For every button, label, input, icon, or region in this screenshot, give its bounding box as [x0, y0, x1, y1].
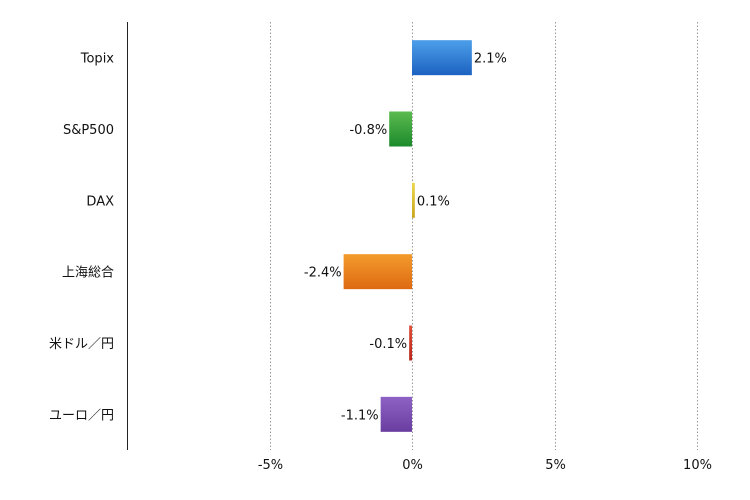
bar	[412, 182, 415, 218]
x-tick-label: 10%	[683, 458, 712, 473]
x-tick-label: -5%	[258, 458, 283, 473]
data-label: -0.1%	[369, 337, 407, 352]
x-tick-label: 0%	[402, 458, 423, 473]
data-label: -0.8%	[349, 123, 387, 138]
data-label: -1.1%	[341, 408, 379, 423]
category-label: DAX	[86, 194, 114, 209]
data-label: 2.1%	[474, 52, 507, 67]
bar	[409, 325, 412, 361]
bar	[412, 40, 472, 76]
category-label: 上海総合	[62, 266, 114, 281]
bar	[343, 254, 412, 290]
category-label: ユーロ／円	[49, 408, 114, 423]
bar	[380, 396, 412, 432]
category-label: Topix	[80, 52, 115, 67]
data-label: 0.1%	[417, 194, 450, 209]
x-tick-label: 5%	[545, 458, 566, 473]
category-label: 米ドル／円	[49, 337, 114, 352]
category-label: S&P500	[63, 123, 114, 138]
data-label: -2.4%	[304, 266, 342, 281]
bar	[389, 111, 412, 147]
